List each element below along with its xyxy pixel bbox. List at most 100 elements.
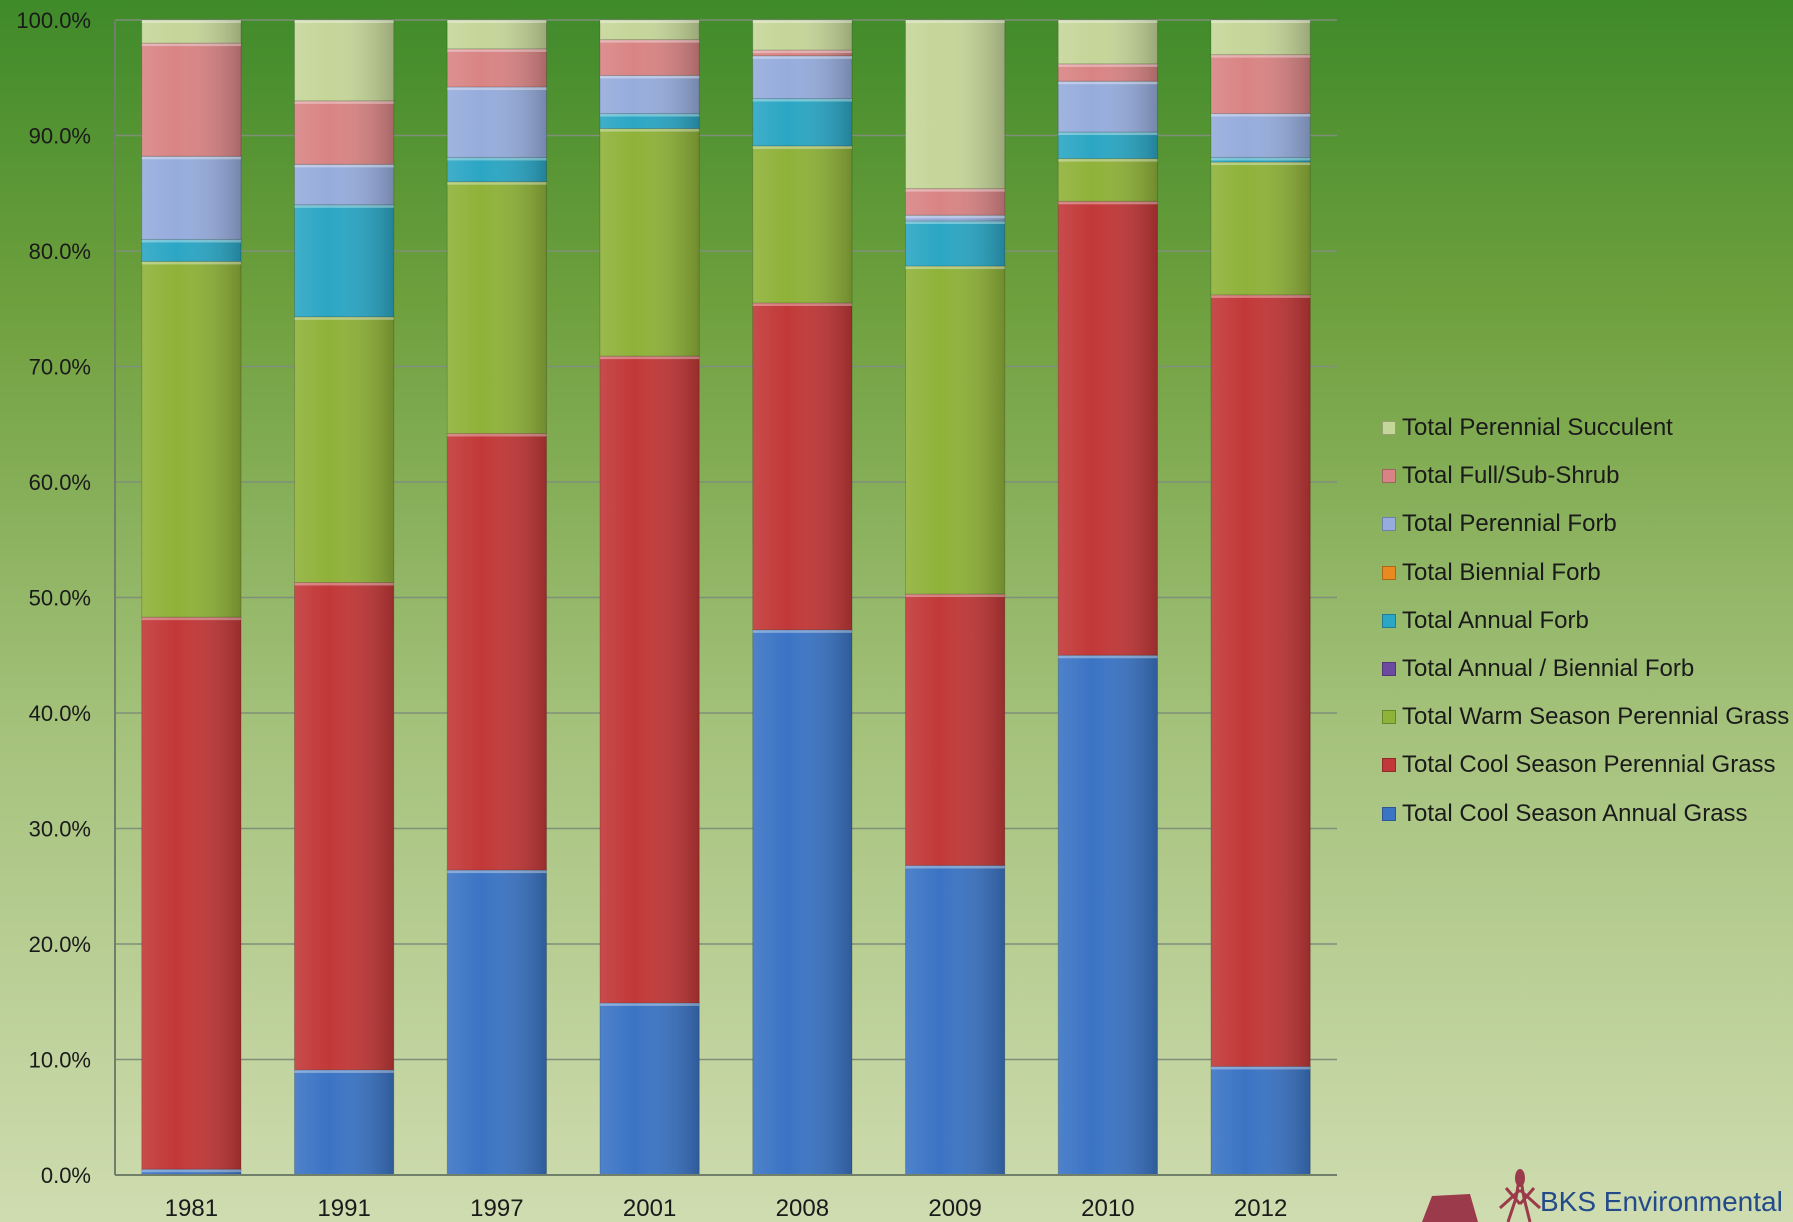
legend-swatch [1382, 421, 1396, 436]
bar-segment-highlight [905, 594, 1005, 598]
bar-segment-shading [599, 75, 700, 114]
x-tick-label: 2008 [776, 1195, 829, 1222]
legend-label: Total Cool Season Annual Grass [1402, 799, 1748, 827]
bar-segment-shading [1058, 81, 1158, 133]
legend-swatch [1382, 806, 1396, 821]
bar-segment-highlight [447, 870, 547, 874]
bar-segment-shading [1058, 158, 1158, 202]
bar-segment-shading [752, 145, 853, 303]
y-tick-label: 100.0% [16, 8, 91, 33]
bar-segment-shading [1210, 113, 1311, 158]
y-tick-label: 90.0% [29, 124, 91, 149]
bar-segment-shading [294, 20, 394, 101]
bar-segment-shading [752, 302, 853, 630]
legend-item: Total Perennial Forb [1382, 500, 1789, 548]
bar-segment-shading [1210, 157, 1311, 163]
bar-segment-highlight [1210, 157, 1311, 161]
bar-segment-shading [294, 582, 394, 1070]
bar-segment-highlight [447, 20, 547, 23]
y-tick-label: 50.0% [29, 586, 91, 611]
bar-segment-shading [599, 113, 700, 129]
bar-segment-highlight [599, 39, 700, 43]
bar-segment-highlight [294, 20, 394, 23]
bar-segment-shading [599, 356, 700, 1003]
bar-segment-highlight [294, 582, 394, 586]
x-tick-labels: 1981 1991 1997 2001 2008 2009 2010 2012 [165, 1195, 1288, 1222]
legend-swatch [1382, 758, 1396, 773]
bar-segment-highlight [141, 1169, 242, 1173]
bar-segment-highlight [752, 302, 853, 306]
bar-segment-highlight [141, 43, 242, 47]
bar-segment-highlight [447, 86, 547, 90]
bar-segment-shading [447, 870, 547, 1175]
bar-segment-highlight [905, 865, 1005, 869]
bar-segment-highlight [141, 617, 242, 621]
bar-segment-highlight [752, 629, 853, 633]
bar-segment-highlight [752, 98, 853, 102]
bar-segment-shading [141, 1169, 242, 1175]
legend-label: Total Warm Season Perennial Grass [1402, 703, 1790, 731]
bar-segment-shading [1210, 1066, 1311, 1175]
y-tick-label: 10.0% [29, 1048, 91, 1073]
legend-label: Total Biennial Forb [1402, 558, 1601, 586]
bar-segment-highlight [447, 48, 547, 52]
x-tick-label: 2009 [928, 1195, 981, 1222]
bar-segment-highlight [905, 220, 1005, 224]
bar-segment-shading [752, 50, 853, 56]
bar-segment-highlight [599, 75, 700, 79]
legend-swatch [1382, 613, 1396, 628]
y-tick-label: 70.0% [29, 355, 91, 380]
bar-segment-highlight [141, 239, 242, 243]
y-tick-label: 30.0% [29, 817, 91, 842]
bar-segment-highlight [905, 215, 1005, 219]
bar-segment-highlight [752, 50, 853, 54]
bar-segment-shading [1058, 201, 1158, 656]
bar-segment-highlight [1058, 158, 1158, 162]
legend-item: Total Perennial Succulent [1382, 404, 1789, 452]
x-tick-label: 1981 [165, 1195, 218, 1222]
bar-segment-highlight [1210, 20, 1311, 23]
legend-swatch [1382, 565, 1396, 580]
bar-segment-shading [294, 1069, 394, 1175]
bar-segment-highlight [599, 356, 700, 360]
bar-segment-highlight [599, 1002, 700, 1006]
axes [114, 20, 1337, 1176]
x-tick-label: 2010 [1081, 1195, 1134, 1222]
bar-segment-shading [141, 239, 242, 262]
bar-segment-highlight [1210, 162, 1311, 166]
x-tick-label: 1991 [317, 1195, 370, 1222]
bar-segment-shading [141, 617, 242, 1170]
y-tick-labels: 0.0% 10.0% 20.0% 30.0% 40.0% 50.0% 60.0% 70.0% 8… [16, 8, 91, 1188]
bar-segment-shading [905, 220, 1005, 267]
bar-segment-highlight [447, 157, 547, 161]
legend-swatch [1382, 469, 1396, 484]
bar-segment-shading [905, 215, 1005, 221]
y-tick-label: 80.0% [29, 239, 91, 264]
y-tick-label: 40.0% [29, 701, 91, 726]
bar-segment-highlight [294, 316, 394, 320]
bar-segment-highlight [1058, 81, 1158, 85]
bar-segment-shading [141, 261, 242, 618]
bar-segment-highlight [1058, 201, 1158, 205]
bar-segment-shading [905, 188, 1005, 216]
legend-item: Total Warm Season Perennial Grass [1382, 693, 1789, 741]
bar-segment-shading [1058, 655, 1158, 1175]
bar-segment-shading [905, 594, 1005, 866]
bar-segment-highlight [1210, 113, 1311, 117]
bar-segment-shading [905, 266, 1005, 595]
bar-segment-shading [447, 86, 547, 158]
legend-label: Total Cool Season Perennial Grass [1402, 751, 1776, 779]
bar-segment-highlight [752, 55, 853, 59]
x-tick-label: 1997 [470, 1195, 523, 1222]
bar-segment-shading [141, 156, 242, 240]
bar-segment-highlight [752, 145, 853, 149]
bar-segment-highlight [1210, 1066, 1311, 1070]
bar-segment-shading [599, 1002, 700, 1175]
x-tick-label: 2012 [1234, 1195, 1287, 1222]
bar-segment-shading [447, 48, 547, 87]
legend: Total Perennial Succulent Total Full/Sub-… [1382, 404, 1789, 838]
bar-segment-highlight [447, 433, 547, 437]
bar-segment-shading [905, 20, 1005, 189]
bks-logo-icon [1422, 1169, 1542, 1222]
x-tick-label: 2001 [623, 1195, 676, 1222]
